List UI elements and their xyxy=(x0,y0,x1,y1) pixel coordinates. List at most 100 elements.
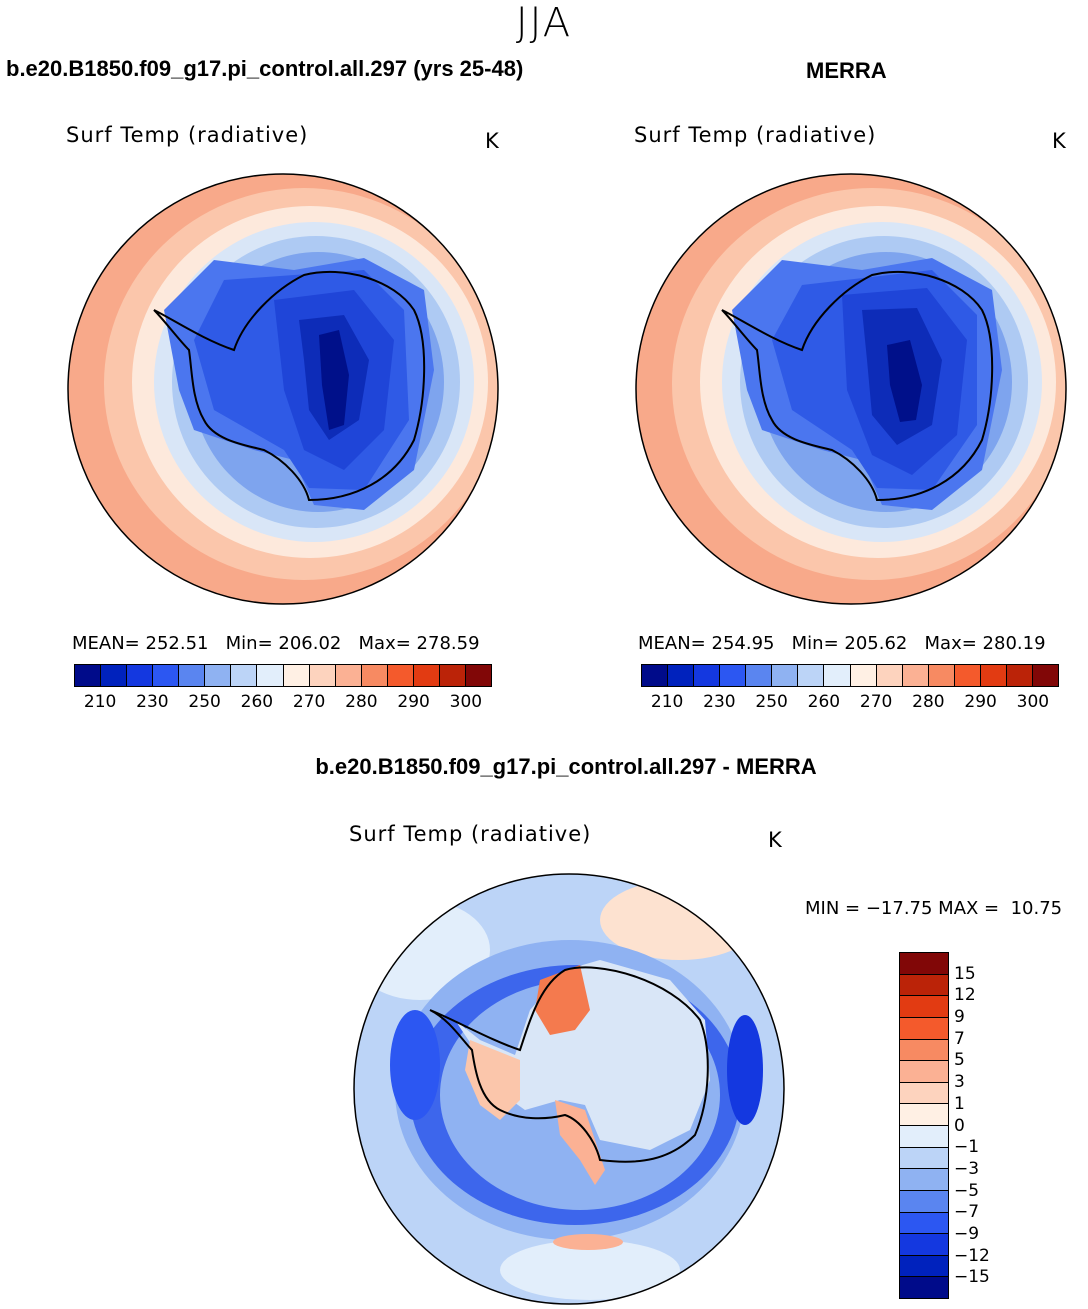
model-colorbar-tick-label: 300 xyxy=(449,692,483,712)
season-title: JJA xyxy=(515,0,573,46)
merra-colorbar-swatch xyxy=(876,665,903,686)
diff-colorbar xyxy=(899,952,949,1299)
model-colorbar-swatch xyxy=(205,665,232,686)
diff-colorbar-swatch xyxy=(900,1212,948,1235)
merra-colorbar-tick-label: 230 xyxy=(703,692,736,712)
merra-colorbar-swatch xyxy=(798,665,825,686)
model-colorbar-swatch xyxy=(179,665,206,686)
diff-colorbar-tick-label: 15 xyxy=(954,963,976,984)
diff-unit-label: K xyxy=(768,828,782,852)
diff-colorbar-swatch xyxy=(900,1017,948,1040)
model-colorbar-swatch xyxy=(283,665,310,686)
diff-colorbar-swatch xyxy=(900,953,948,975)
merra-colorbar-swatch xyxy=(746,665,773,686)
merra-panel-title: MERRA xyxy=(806,58,887,83)
model-colorbar-swatch xyxy=(465,665,491,686)
diff-colorbar-tick-label: −9 xyxy=(954,1223,980,1244)
merra-colorbar-swatch xyxy=(642,665,669,686)
diff-colorbar-tick-label: 1 xyxy=(954,1093,965,1114)
diff-colorbar-tick-label: 7 xyxy=(954,1028,965,1049)
diff-colorbar-tick-label: 5 xyxy=(954,1050,965,1071)
merra-colorbar-swatch xyxy=(668,665,695,686)
merra-variable-label: Surf Temp (radiative) xyxy=(634,123,877,147)
diff-colorbar-swatch xyxy=(900,1255,948,1278)
model-colorbar-swatch xyxy=(231,665,258,686)
model-colorbar-tick-label: 230 xyxy=(136,692,169,712)
diff-colorbar-swatch xyxy=(900,1061,948,1083)
merra-colorbar-tick-label: 260 xyxy=(807,692,841,712)
model-colorbar-swatch xyxy=(153,665,180,686)
merra-colorbar-swatch xyxy=(720,665,747,686)
model-stats: MEAN= 252.51 Min= 206.02 Max= 278.59 xyxy=(72,633,480,654)
model-polar-map xyxy=(67,173,499,605)
merra-colorbar-tick-label: 290 xyxy=(964,692,997,712)
model-colorbar-tick-label: 210 xyxy=(83,692,117,712)
diff-colorbar-swatch xyxy=(900,1169,948,1191)
model-colorbar-swatch xyxy=(439,665,466,686)
merra-colorbar-tick-label: 280 xyxy=(912,692,945,712)
merra-colorbar-swatch xyxy=(902,665,929,686)
model-colorbar-tick-label: 260 xyxy=(240,692,274,712)
diff-colorbar-tick-label: 3 xyxy=(954,1072,965,1093)
model-colorbar-swatch xyxy=(75,665,102,686)
model-colorbar-tick-label: 290 xyxy=(397,692,430,712)
diff-colorbar-tick-label: −7 xyxy=(954,1202,980,1223)
merra-colorbar-swatch xyxy=(980,665,1007,686)
diff-colorbar-tick-label: −5 xyxy=(954,1180,980,1201)
diff-colorbar-tick-label: −12 xyxy=(954,1245,990,1266)
diff-colorbar-swatch xyxy=(900,1104,948,1126)
merra-colorbar-swatch xyxy=(928,665,955,686)
model-colorbar-swatch xyxy=(335,665,362,686)
model-variable-label: Surf Temp (radiative) xyxy=(66,123,309,147)
merra-colorbar-ticks: 210 230 250 260 270 280 290 300 xyxy=(641,692,1059,714)
model-colorbar-swatch xyxy=(257,665,284,686)
model-colorbar-tick-label: 250 xyxy=(188,692,221,712)
merra-colorbar-swatch xyxy=(1032,665,1058,686)
diff-colorbar-tick-label: 0 xyxy=(954,1115,965,1136)
diff-colorbar-swatch xyxy=(900,1234,948,1256)
model-colorbar-swatch xyxy=(361,665,388,686)
merra-colorbar-swatch xyxy=(954,665,981,686)
diff-colorbar-swatch xyxy=(900,996,948,1018)
model-unit-label: K xyxy=(485,129,499,153)
diff-panel-title: b.e20.B1850.f09_g17.pi_control.all.297 -… xyxy=(315,754,817,779)
merra-unit-label: K xyxy=(1052,129,1066,153)
model-colorbar-tick-label: 270 xyxy=(292,692,326,712)
merra-polar-map xyxy=(635,173,1067,605)
model-colorbar-swatch xyxy=(309,665,336,686)
merra-colorbar-tick-label: 210 xyxy=(650,692,684,712)
diff-colorbar-swatch xyxy=(900,1190,948,1213)
merra-colorbar xyxy=(641,664,1059,687)
diff-colorbar-tick-label: 9 xyxy=(954,1007,965,1028)
diff-polar-map xyxy=(353,873,785,1305)
model-colorbar xyxy=(74,664,492,687)
diff-colorbar-swatch xyxy=(900,1277,948,1298)
model-panel-title: b.e20.B1850.f09_g17.pi_control.all.297 (… xyxy=(6,56,524,81)
diff-minmax: MIN = −17.75 MAX = 10.75 xyxy=(805,898,1063,919)
diff-colorbar-ticks: 15 12 9 7 5 3 1 0 −1 −3 −5 −7 −9 −12 −15 xyxy=(954,952,1034,1299)
model-colorbar-swatch xyxy=(387,665,414,686)
diff-colorbar-swatch xyxy=(900,1126,948,1148)
diff-colorbar-tick-label: 12 xyxy=(954,985,976,1006)
model-colorbar-swatch xyxy=(101,665,128,686)
merra-colorbar-swatch xyxy=(824,665,851,686)
diff-variable-label: Surf Temp (radiative) xyxy=(349,822,592,846)
model-colorbar-swatch xyxy=(413,665,440,686)
diff-colorbar-tick-label: −1 xyxy=(954,1137,980,1158)
diff-colorbar-tick-label: −3 xyxy=(954,1158,980,1179)
merra-colorbar-tick-label: 270 xyxy=(859,692,893,712)
merra-colorbar-swatch xyxy=(850,665,877,686)
merra-colorbar-swatch xyxy=(1006,665,1033,686)
merra-colorbar-tick-label: 300 xyxy=(1016,692,1050,712)
merra-colorbar-swatch xyxy=(772,665,799,686)
diff-colorbar-swatch xyxy=(900,1082,948,1105)
merra-colorbar-tick-label: 250 xyxy=(755,692,788,712)
diff-colorbar-swatch xyxy=(900,1039,948,1062)
merra-colorbar-swatch xyxy=(694,665,721,686)
model-colorbar-ticks: 210 230 250 260 270 280 290 300 xyxy=(74,692,492,714)
model-colorbar-tick-label: 280 xyxy=(345,692,378,712)
diff-colorbar-swatch xyxy=(900,1147,948,1170)
diff-colorbar-tick-label: −15 xyxy=(954,1267,990,1288)
merra-stats: MEAN= 254.95 Min= 205.62 Max= 280.19 xyxy=(638,633,1046,654)
diff-colorbar-swatch xyxy=(900,974,948,997)
